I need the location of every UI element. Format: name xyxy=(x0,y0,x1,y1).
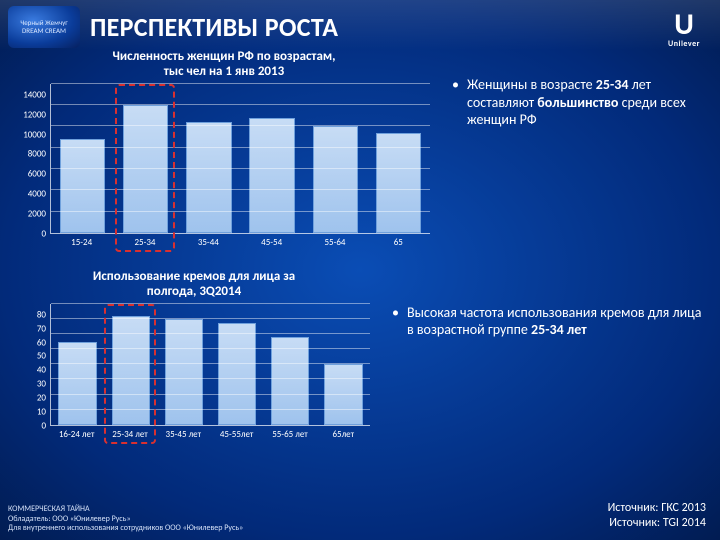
y-tick: 40 xyxy=(14,365,50,376)
x-label: 45-55лет xyxy=(210,426,263,446)
chart2-title: Использование кремов для лица за полгода… xyxy=(14,270,374,300)
chart2-y-axis: 01020304050607080 xyxy=(14,304,50,426)
bar xyxy=(324,364,362,425)
bar-slot xyxy=(157,304,210,425)
y-tick: 80 xyxy=(14,309,50,320)
footer-right-line2: Источник: TGI 2014 xyxy=(608,516,706,532)
chart1-plot xyxy=(50,84,430,234)
y-tick: 70 xyxy=(14,323,50,334)
bar xyxy=(58,342,96,425)
bar xyxy=(60,139,105,233)
bar-slot xyxy=(51,304,104,425)
y-tick: 30 xyxy=(14,379,50,390)
note1-bullet: • Женщины в возрасте 25-34 лет составляю… xyxy=(452,76,706,129)
y-tick: 10000 xyxy=(14,129,50,140)
bar xyxy=(249,118,294,233)
content: Численность женщин РФ по возрастам, тыс … xyxy=(0,50,720,446)
brand-line2: DREAM CREAM xyxy=(8,27,80,35)
chart1-title-line1: Численность женщин РФ по возрастам, xyxy=(112,49,335,64)
chart1: 0 2000 4000 6000 8000 10000 12000 14000 15-2425… xyxy=(14,84,434,254)
x-label: 15-24 xyxy=(50,234,113,254)
footer-left-line3: Для внутреннего использования сотруднико… xyxy=(8,524,243,534)
bar-slot xyxy=(104,304,157,425)
bar xyxy=(271,337,309,425)
y-tick: 0 xyxy=(14,228,50,239)
chart2-area: Использование кремов для лица за полгода… xyxy=(14,270,374,446)
unilever-logo: UUnilever xyxy=(662,6,706,50)
bar xyxy=(313,126,358,232)
footer-right: Источник: ГКС 2013 Источник: TGI 2014 xyxy=(608,501,706,532)
y-tick: 12000 xyxy=(14,109,50,120)
x-label: 45-54 xyxy=(240,234,303,254)
bar xyxy=(186,122,231,233)
chart2-title-line1: Использование кремов для лица за xyxy=(93,269,295,284)
note2-text: Высокая частота использования кремов для… xyxy=(407,304,706,339)
y-tick: 4000 xyxy=(14,189,50,200)
chart2-bars xyxy=(51,304,370,425)
y-tick: 50 xyxy=(14,351,50,362)
header: Черный Жемчуг DREAM CREAM ПЕРСПЕКТИВЫ РО… xyxy=(0,0,720,50)
chart1-x-labels: 15-2425-3435-4445-5455-6465 xyxy=(50,234,430,254)
x-label: 55-64 xyxy=(303,234,366,254)
chart2-title-line2: полгода, 3Q2014 xyxy=(147,284,241,299)
y-tick: 60 xyxy=(14,337,50,348)
y-tick: 10 xyxy=(14,406,50,417)
x-label: 25-34 лет xyxy=(103,426,156,446)
note1: • Женщины в возрасте 25-34 лет составляю… xyxy=(452,50,706,129)
y-tick: 20 xyxy=(14,393,50,404)
chart2-plot xyxy=(50,304,370,426)
chart2: 0 10 20 30 40 50 60 70 80 16-24 лет25-34 лет35-4… xyxy=(14,304,374,446)
page-title: ПЕРСПЕКТИВЫ РОСТА xyxy=(90,11,338,43)
chart1-title: Численность женщин РФ по возрастам, тыс … xyxy=(14,50,434,80)
bullet-dot-icon: • xyxy=(392,304,399,339)
note1-t1: Женщины в возрасте xyxy=(467,76,596,93)
note2-bullet: • Высокая частота использования кремов д… xyxy=(392,304,706,339)
x-label: 16-24 лет xyxy=(50,426,103,446)
unilever-logo-text: Unilever xyxy=(662,39,706,49)
y-tick: 8000 xyxy=(14,149,50,160)
bar-slot xyxy=(211,304,264,425)
bullet-dot-icon: • xyxy=(452,76,459,129)
x-label: 65 xyxy=(367,234,430,254)
brand-badge: Черный Жемчуг DREAM CREAM xyxy=(8,6,80,48)
chart1-block: Численность женщин РФ по возрастам, тыс … xyxy=(14,50,706,254)
note1-text: Женщины в возрасте 25-34 лет составляют … xyxy=(467,76,706,129)
x-label: 35-45 лет xyxy=(157,426,210,446)
x-label: 35-44 xyxy=(177,234,240,254)
bar-slot xyxy=(264,304,317,425)
y-tick: 14000 xyxy=(14,89,50,100)
y-tick: 2000 xyxy=(14,208,50,219)
note2-b1: 25-34 лет xyxy=(531,321,587,338)
chart1-y-axis: 02000400060008000100001200014000 xyxy=(14,84,50,234)
chart2-block: Использование кремов для лица за полгода… xyxy=(14,270,706,446)
bar xyxy=(376,133,421,233)
y-tick: 6000 xyxy=(14,169,50,180)
y-tick: 0 xyxy=(14,420,50,431)
footer-right-line1: Источник: ГКС 2013 xyxy=(608,501,706,517)
bar-slot xyxy=(317,304,370,425)
note1-b1: 25-34 xyxy=(596,76,629,93)
chart1-title-line2: тыс чел на 1 янв 2013 xyxy=(164,64,284,79)
chart1-area: Численность женщин РФ по возрастам, тыс … xyxy=(14,50,434,254)
note2: • Высокая частота использования кремов д… xyxy=(392,270,706,339)
x-label: 55-65 лет xyxy=(263,426,316,446)
note1-b2: большинство xyxy=(537,94,618,111)
x-label: 25-34 xyxy=(113,234,176,254)
chart2-x-labels: 16-24 лет25-34 лет35-45 лет45-55лет55-65… xyxy=(50,426,370,446)
x-label: 65лет xyxy=(317,426,370,446)
footer-left: КОММЕРЧЕСКАЯ ТАЙНА Обладатель: ООО «Юнил… xyxy=(8,505,243,534)
